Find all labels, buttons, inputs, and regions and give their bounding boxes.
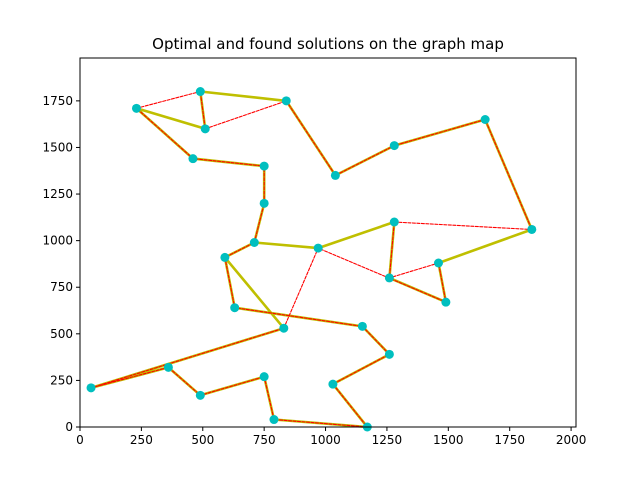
graph-node-point [195, 87, 205, 97]
x-tick-label: 1500 [433, 433, 464, 447]
graph-node-point [249, 238, 259, 247]
y-tick-label: 1750 [42, 94, 73, 108]
x-tick-label: 500 [191, 433, 214, 447]
graph-node-point [281, 96, 291, 106]
graph-node-point [357, 321, 367, 331]
y-tick-label: 1000 [42, 234, 73, 248]
plot-frame [79, 57, 577, 428]
graph-node-point [384, 273, 394, 283]
graph-node-point [131, 103, 141, 113]
graph-node-point [313, 243, 323, 253]
optimal-solution-line [90, 90, 533, 428]
graph-node-point [433, 258, 443, 268]
chart-title: Optimal and found solutions on the graph… [152, 35, 504, 53]
graph-node-point [188, 154, 198, 164]
x-tick-label: 1250 [372, 433, 403, 447]
y-tick-label: 1500 [42, 140, 73, 154]
graph-node-point [389, 217, 399, 227]
graph-node-point [259, 372, 269, 382]
x-tick-label: 1750 [494, 433, 525, 447]
graph-node-point [480, 115, 490, 124]
graph-node-point [163, 362, 173, 372]
graph-node-point [441, 297, 451, 307]
found-solution-line [89, 90, 534, 429]
graph-node-point [328, 379, 338, 389]
graph-node-point [330, 170, 340, 180]
graph-node-point [230, 303, 240, 313]
graph-node-point [259, 198, 269, 208]
graph-node-point [200, 124, 210, 134]
graph-node-point [389, 141, 399, 151]
x-tick-label: 1000 [310, 433, 341, 447]
graph-node-point [384, 349, 394, 359]
y-tick-label: 500 [50, 327, 73, 341]
graph-node-point [195, 390, 205, 400]
graph-node-point [86, 383, 96, 393]
graph-node-point [279, 323, 289, 333]
y-tick-label: 0 [65, 420, 73, 434]
x-tick-label: 750 [253, 433, 276, 447]
y-tick-label: 250 [50, 373, 73, 387]
graph-node-point [220, 252, 230, 262]
x-tick-label: 0 [76, 433, 84, 447]
x-tick-label: 2000 [556, 433, 587, 447]
y-tick-label: 750 [50, 280, 73, 294]
y-tick-label: 1250 [42, 187, 73, 201]
graph-node-point [527, 224, 537, 234]
graph-node-point [259, 161, 269, 171]
x-tick-label: 250 [130, 433, 153, 447]
graph-node-point [269, 415, 279, 425]
